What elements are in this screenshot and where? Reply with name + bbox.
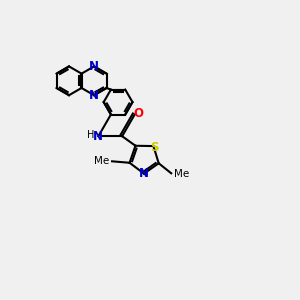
Text: N: N: [89, 89, 99, 102]
Text: N: N: [93, 130, 103, 143]
Text: N: N: [89, 60, 99, 73]
Text: Me: Me: [94, 156, 110, 166]
Text: H: H: [88, 130, 95, 140]
Text: N: N: [139, 167, 149, 179]
Text: S: S: [150, 141, 159, 154]
Text: O: O: [133, 106, 143, 120]
Text: Me: Me: [174, 169, 189, 179]
